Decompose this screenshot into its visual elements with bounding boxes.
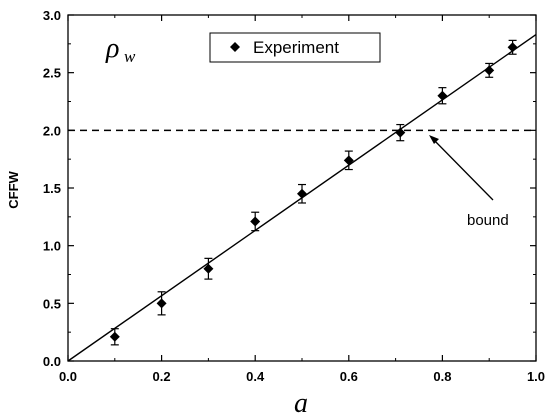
bound-arrow-line — [430, 136, 494, 201]
x-tick-label: 1.0 — [527, 369, 545, 384]
data-point — [156, 291, 167, 316]
data-point — [343, 150, 354, 171]
legend-label: Experiment — [253, 38, 339, 57]
data-point — [250, 211, 261, 232]
data-point — [109, 328, 120, 346]
x-tick-label: 0.6 — [340, 369, 358, 384]
point-marker — [343, 155, 354, 166]
point-marker — [203, 263, 214, 274]
point-marker — [437, 90, 448, 101]
y-tick-label: 1.0 — [43, 239, 61, 254]
point-marker — [484, 65, 495, 76]
y-tick-label: 3.0 — [43, 8, 61, 23]
point-marker — [395, 127, 406, 138]
y-axis-label: CFFW — [6, 171, 21, 209]
x-tick-label: 0.4 — [246, 369, 265, 384]
x-tick-label: 0.8 — [433, 369, 451, 384]
data-points — [109, 39, 518, 346]
x-tick-label: 0.0 — [59, 369, 77, 384]
bound-label: bound — [467, 212, 509, 229]
data-point — [203, 257, 214, 280]
rho-subscript: w — [124, 47, 136, 66]
y-tick-label: 0.5 — [43, 296, 61, 311]
x-tick-label: 0.2 — [153, 369, 171, 384]
point-marker — [109, 331, 120, 342]
y-tick-label: 0.0 — [43, 354, 61, 369]
x-axis-label: a — [294, 388, 308, 417]
point-marker — [250, 216, 261, 227]
bound-annotation: bound — [429, 135, 509, 229]
point-marker — [297, 188, 307, 199]
data-point — [484, 62, 495, 78]
tick-labels: 0.0 0.2 0.4 0.6 0.8 1.0 0.0 0.5 1.0 1.5 2.0 2.5 3.0 — [43, 8, 545, 384]
data-point — [395, 123, 406, 142]
bound-arrowhead — [429, 135, 439, 144]
data-point — [297, 183, 307, 204]
legend-marker-diamond — [230, 42, 240, 52]
point-marker — [156, 298, 167, 309]
y-tick-label: 2.5 — [43, 66, 61, 81]
y-tick-label: 1.5 — [43, 181, 61, 196]
legend: Experiment — [209, 32, 381, 63]
axis-ticks — [67, 14, 537, 362]
rho-symbol: ρ — [105, 33, 119, 64]
data-point — [507, 39, 518, 55]
data-point — [437, 87, 448, 105]
point-marker — [507, 42, 518, 53]
y-tick-label: 2.0 — [43, 123, 61, 138]
rho-annotation: ρ w — [105, 33, 136, 66]
